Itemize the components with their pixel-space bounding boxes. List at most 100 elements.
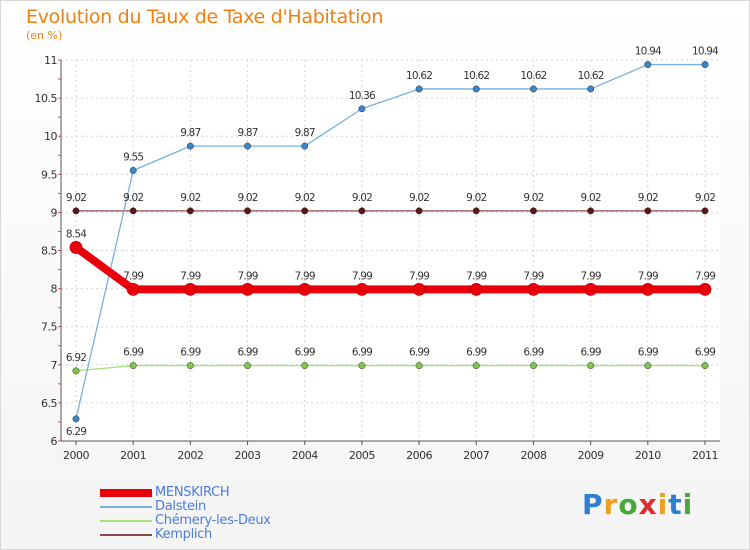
data-point-menskirch (469, 282, 483, 296)
data-point-menskirch (355, 282, 369, 296)
legend-label: Chémery-les-Deux (155, 513, 271, 528)
logo-letter: r (603, 488, 619, 521)
legend-label: Dalstein (155, 499, 206, 514)
data-point-ch-mery-les-deux (186, 362, 194, 370)
legend-label: Kemplich (155, 527, 213, 542)
data-label-ch-mery-les-deux: 6.99 (466, 347, 486, 359)
data-point-kemplich (301, 207, 309, 215)
data-point-ch-mery-les-deux (301, 362, 309, 370)
data-point-kemplich (530, 207, 537, 215)
x-tick-label: 2007 (463, 449, 489, 462)
x-tick-label: 2011 (692, 449, 718, 462)
x-tick-label: 2004 (292, 449, 318, 462)
data-point-ch-mery-les-deux (587, 362, 595, 370)
data-point-kemplich (472, 207, 480, 215)
data-point-kemplich (701, 207, 709, 215)
legend-swatch-kemplich (100, 534, 152, 536)
legend-swatch-chemery (100, 520, 152, 522)
data-point-kemplich (358, 207, 366, 215)
data-label-ch-mery-les-deux: 6.99 (352, 347, 372, 359)
x-tick-label: 2008 (520, 449, 546, 462)
data-point-dalstein (72, 415, 80, 423)
data-label-ch-mery-les-deux: 6.99 (695, 347, 715, 359)
x-tick-label: 2001 (120, 449, 146, 462)
data-label-ch-mery-les-deux: 6.99 (409, 347, 429, 359)
x-tick-label: 2003 (235, 449, 261, 462)
y-tick-label: 7.5 (41, 321, 57, 334)
chart-subtitle: (en %) (26, 29, 63, 42)
data-label-ch-mery-les-deux: 6.99 (123, 347, 143, 359)
data-point-ch-mery-les-deux (415, 362, 423, 370)
data-label-ch-mery-les-deux: 6.99 (295, 347, 315, 359)
proxiti-logo: Proxiti (582, 488, 693, 521)
data-point-dalstein (301, 142, 309, 150)
data-point-ch-mery-les-deux (244, 362, 251, 370)
data-point-ch-mery-les-deux (530, 362, 537, 370)
y-tick-label: 6 (51, 435, 58, 448)
data-label-menskirch: 8.54 (66, 228, 87, 240)
data-label-kemplich: 9.02 (581, 192, 601, 204)
data-point-ch-mery-les-deux (701, 362, 709, 370)
data-point-dalstein (244, 142, 251, 150)
data-point-ch-mery-les-deux (129, 362, 137, 370)
y-tick-label: 9.5 (41, 168, 57, 181)
legend-swatch-menskirch (100, 489, 152, 497)
data-point-dalstein (358, 105, 366, 113)
data-point-dalstein (129, 167, 137, 174)
data-point-dalstein (472, 85, 480, 93)
series-line-menskirch (73, 244, 705, 294)
data-point-kemplich (186, 207, 194, 215)
x-tick-label: 2005 (349, 449, 375, 462)
data-label-kemplich: 9.02 (638, 192, 658, 204)
data-label-ch-mery-les-deux: 6.99 (581, 347, 601, 359)
data-label-kemplich: 9.02 (66, 192, 86, 204)
y-tick-label: 11 (44, 54, 57, 67)
data-label-menskirch: 7.99 (295, 270, 315, 282)
data-label-kemplich: 9.02 (123, 192, 143, 204)
x-tick-label: 2006 (406, 449, 432, 462)
data-label-menskirch: 7.99 (638, 270, 658, 282)
y-tick-label: 8.5 (41, 245, 57, 258)
data-point-ch-mery-les-deux (644, 362, 652, 370)
data-point-kemplich (129, 207, 137, 215)
data-point-kemplich (415, 207, 423, 215)
data-point-ch-mery-les-deux (72, 367, 80, 375)
data-label-kemplich: 9.02 (409, 192, 429, 204)
data-label-dalstein: 10.62 (520, 70, 546, 82)
data-label-menskirch: 7.99 (695, 270, 715, 282)
series-line-ch-mery-les-deux (75, 364, 705, 372)
data-label-dalstein: 10.94 (692, 46, 719, 58)
data-label-kemplich: 9.02 (352, 192, 372, 204)
logo-letter: i (682, 488, 694, 521)
y-tick-label: 7 (51, 359, 58, 372)
data-label-dalstein: 10.62 (406, 70, 432, 82)
legend-label: MENSKIRCH (155, 485, 230, 500)
data-label-kemplich: 9.02 (523, 192, 543, 204)
data-point-menskirch (584, 282, 598, 296)
data-label-dalstein: 9.87 (295, 127, 315, 139)
chart-title: Evolution du Taux de Taxe d'Habitation (26, 6, 384, 28)
data-point-menskirch (241, 282, 254, 296)
data-label-kemplich: 9.02 (695, 192, 715, 204)
data-point-dalstein (186, 142, 194, 150)
data-point-dalstein (415, 85, 423, 93)
data-point-dalstein (701, 61, 709, 69)
plot-area (61, 60, 720, 441)
data-label-kemplich: 9.02 (237, 192, 257, 204)
data-label-dalstein: 10.94 (635, 46, 662, 58)
data-label-menskirch: 7.99 (237, 270, 257, 282)
data-point-menskirch (641, 282, 655, 296)
x-tick-label: 2000 (63, 449, 89, 462)
data-point-menskirch (126, 282, 140, 296)
y-tick-label: 6.5 (41, 397, 57, 410)
data-label-dalstein: 10.62 (463, 70, 489, 82)
legend-swatch-dalstein (100, 506, 152, 508)
data-point-menskirch (412, 282, 426, 296)
data-label-kemplich: 9.02 (466, 192, 486, 204)
data-label-dalstein: 10.36 (349, 90, 376, 102)
data-label-menskirch: 7.99 (523, 270, 543, 282)
data-point-menskirch (183, 282, 197, 296)
data-label-kemplich: 9.02 (295, 192, 315, 204)
y-tick-label: 9 (51, 206, 58, 219)
